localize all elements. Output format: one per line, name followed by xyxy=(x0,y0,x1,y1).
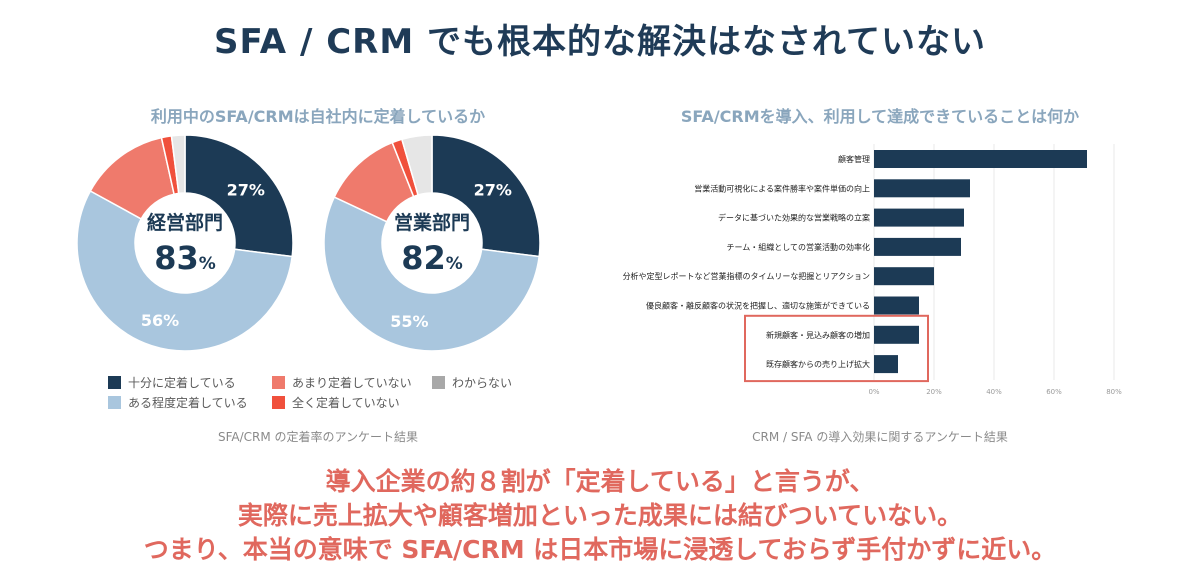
x-tick-label: 20% xyxy=(926,388,942,396)
donut-slice xyxy=(431,134,541,258)
donut-slice xyxy=(323,196,540,352)
bar-chart: 0% 20% 40% 60% 80% 顧客管理営業活動可視化による案件勝率や案件単価の向上… xyxy=(623,144,1122,396)
bar-category-label: チーム・組織としての営業活動の効率化 xyxy=(726,242,870,252)
left-panel-caption: SFA/CRM の定着率のアンケート結果 xyxy=(217,430,419,444)
right-panel-title: SFA/CRMを導入、利用して達成できていることは何か xyxy=(680,107,1080,126)
donut-chart-sales: 27% 55% 営業部門 82% xyxy=(323,134,541,352)
legend-swatch xyxy=(432,376,445,389)
legend-swatch xyxy=(108,396,121,409)
donut-slice xyxy=(76,189,293,352)
legend-item: 全く定着していない xyxy=(272,394,400,411)
donut-center-value: 82% xyxy=(401,239,463,277)
x-tick-label: 60% xyxy=(1046,388,1062,396)
bar xyxy=(874,208,964,227)
conclusion-line-2: 実際に売上拡大や顧客増加といった成果には結びついていない。 xyxy=(237,501,963,530)
donut-center-label: 経営部門 xyxy=(147,211,223,234)
legend-swatch xyxy=(108,376,121,389)
bar-category-label: 分析や定型レポートなど営業指標のタイムリーな把握とリアクション xyxy=(623,271,870,281)
bar-category-label: 新規顧客・見込み顧客の増加 xyxy=(766,330,870,340)
page-title: SFA / CRM でも根本的な解決はなされていない xyxy=(214,22,986,62)
bar-category-label: 顧客管理 xyxy=(838,154,870,164)
legend-label: ある程度定着している xyxy=(128,396,248,410)
left-panel-title: 利用中のSFA/CRMは自社内に定着しているか xyxy=(150,107,486,126)
x-tick-label: 80% xyxy=(1106,388,1122,396)
legend-item: わからない xyxy=(432,374,512,391)
donut-chart-management: 27% 56% 経営部門 83% xyxy=(76,134,294,352)
right-panel-caption: CRM / SFA の導入効果に関するアンケート結果 xyxy=(752,430,1008,444)
bar xyxy=(874,150,1087,168)
conclusion-line-3: つまり、本当の意味で SFA/CRM は日本市場に浸透しておらず手付かずに近い。 xyxy=(143,535,1057,564)
legend-item: 十分に定着している xyxy=(108,374,236,391)
legend-swatch xyxy=(272,376,285,389)
bar-category-label: 既存顧客からの売り上げ拡大 xyxy=(766,359,870,369)
donut-slice xyxy=(170,134,186,195)
donut-center-label: 営業部門 xyxy=(394,211,470,234)
conclusion-line-1: 導入企業の約８割が「定着している」と言うが、 xyxy=(325,467,875,496)
x-tick-label: 0% xyxy=(868,388,879,396)
legend-item: ある程度定着している xyxy=(108,394,248,411)
bar-category-label: データに基づいた効果的な営業戦略の立案 xyxy=(718,213,870,223)
slice-label: 27% xyxy=(474,180,512,199)
slice-label: 27% xyxy=(227,180,265,199)
slice-label: 56% xyxy=(141,311,179,330)
x-tick-label: 40% xyxy=(986,388,1002,396)
legend-swatch xyxy=(272,396,285,409)
bar xyxy=(874,355,898,374)
donut-center-value: 83% xyxy=(154,239,216,277)
bar xyxy=(874,325,919,344)
bar-category-label: 営業活動可視化による案件勝率や案件単価の向上 xyxy=(694,183,870,193)
bar-category-label: 優良顧客・離反顧客の状況を把握し、適切な施策ができている xyxy=(646,301,870,311)
donut-slice xyxy=(184,134,294,258)
bar xyxy=(874,296,919,315)
bar xyxy=(874,267,934,286)
donut-slice xyxy=(400,134,433,196)
legend-item: あまり定着していない xyxy=(272,374,412,391)
bar xyxy=(874,237,961,256)
bar xyxy=(874,179,970,198)
legend-label: あまり定着していない xyxy=(292,376,412,390)
legend-label: わからない xyxy=(452,376,513,390)
legend-label: 十分に定着している xyxy=(128,376,236,390)
highlight-box xyxy=(744,314,929,383)
slice-label: 55% xyxy=(390,312,428,331)
donut-charts: 27% 56% 経営部門 83% 27% 55% 営業部門 82% xyxy=(76,134,541,352)
legend-label: 全く定着していない xyxy=(292,396,400,410)
